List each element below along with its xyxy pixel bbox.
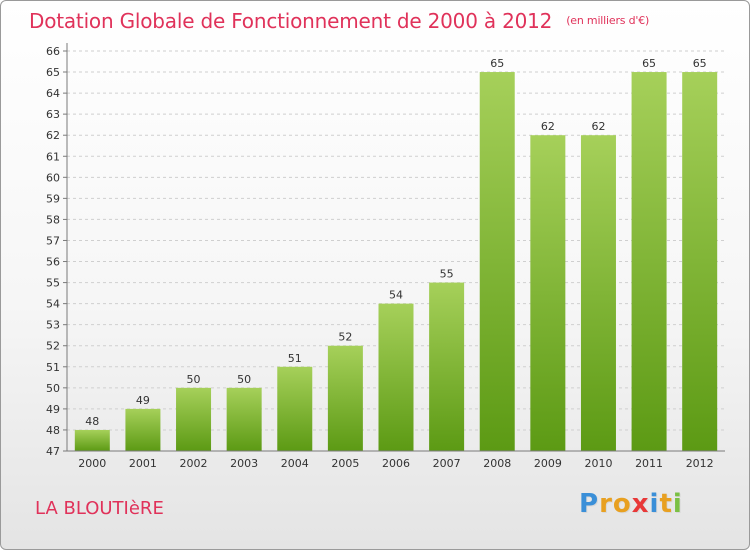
y-tick-label: 50 xyxy=(46,382,60,395)
proxiti-logo: Proxiti xyxy=(579,489,683,519)
y-tick-label: 54 xyxy=(46,298,60,311)
y-tick-label: 47 xyxy=(46,445,60,458)
logo-letter: P xyxy=(579,489,600,519)
chart-title: Dotation Globale de Fonctionnement de 20… xyxy=(29,9,649,33)
y-tick-label: 57 xyxy=(46,234,60,247)
data-label-2006: 54 xyxy=(389,289,403,302)
axes xyxy=(66,43,725,452)
x-tick-label-2007: 2007 xyxy=(433,457,461,470)
y-tick-label: 51 xyxy=(46,361,60,374)
bar-2008 xyxy=(479,72,515,451)
x-tick-label-2000: 2000 xyxy=(78,457,106,470)
commune-name: LA BLOUTIèRE xyxy=(35,498,164,519)
x-tick-label-2001: 2001 xyxy=(129,457,157,470)
x-tick-label-2009: 2009 xyxy=(534,457,562,470)
bar-2004 xyxy=(277,366,313,451)
bar-2001 xyxy=(125,408,161,451)
y-tick-label: 63 xyxy=(46,108,60,121)
y-tick-label: 56 xyxy=(46,256,60,269)
y-tick-label: 59 xyxy=(46,192,60,205)
y-tick-label: 61 xyxy=(46,150,60,163)
logo-letter: i xyxy=(649,489,660,519)
logo-letter: t xyxy=(659,489,673,519)
y-tick-label: 55 xyxy=(46,277,60,290)
x-tick-label-2012: 2012 xyxy=(686,457,714,470)
data-label-2003: 50 xyxy=(237,373,251,386)
x-tick-label-2003: 2003 xyxy=(230,457,258,470)
bar-2003 xyxy=(226,387,262,451)
x-tick-label-2006: 2006 xyxy=(382,457,410,470)
x-tick-label-2004: 2004 xyxy=(281,457,309,470)
bar-2007 xyxy=(429,282,465,451)
bars: 48 49 50 50 51 52 54 55 65 62 62 65 65 xyxy=(74,57,718,452)
logo-letter: r xyxy=(599,489,613,519)
x-tick-label-2011: 2011 xyxy=(635,457,663,470)
y-tick-label: 62 xyxy=(46,129,60,142)
y-axis-ticks: 47 48 49 50 51 52 53 54 55 56 57 58 59 60 61 62 63 64 65 66 xyxy=(46,45,67,458)
data-label-2010: 62 xyxy=(591,120,605,133)
y-tick-label: 49 xyxy=(46,403,60,416)
data-label-2007: 55 xyxy=(440,268,454,281)
bar-2009 xyxy=(530,135,566,452)
data-label-2011: 65 xyxy=(642,57,656,70)
data-label-2005: 52 xyxy=(338,331,352,344)
chart-title-text: Dotation Globale de Fonctionnement de 20… xyxy=(29,9,553,33)
data-label-2012: 65 xyxy=(693,57,707,70)
x-tick-label-2002: 2002 xyxy=(180,457,208,470)
y-tick-label: 48 xyxy=(46,424,60,437)
data-label-2009: 62 xyxy=(541,120,555,133)
data-label-2000: 48 xyxy=(85,415,99,428)
bar-2012 xyxy=(682,72,718,451)
bar-2006 xyxy=(378,303,414,451)
logo-letter: i xyxy=(672,489,683,519)
y-tick-label: 53 xyxy=(46,319,60,332)
y-tick-label: 64 xyxy=(46,87,60,100)
x-tick-label-2005: 2005 xyxy=(331,457,359,470)
chart-subtitle: (en milliers d'€) xyxy=(566,14,650,27)
bar-2011 xyxy=(631,72,667,451)
data-label-2008: 65 xyxy=(490,57,504,70)
x-tick-label-2010: 2010 xyxy=(584,457,612,470)
data-label-2004: 51 xyxy=(288,352,302,365)
x-tick-label-2008: 2008 xyxy=(483,457,511,470)
data-label-2001: 49 xyxy=(136,394,150,407)
y-tick-label: 52 xyxy=(46,340,60,353)
logo-letter: x xyxy=(631,489,650,519)
bar-2005 xyxy=(327,345,363,451)
bar-2000 xyxy=(74,429,110,451)
logo-letter: o xyxy=(612,489,632,519)
bar-2010 xyxy=(580,135,616,452)
y-tick-label: 66 xyxy=(46,45,60,58)
x-axis-ticks: 2000 2001 2002 2003 2004 2005 2006 2007 2008 2009… xyxy=(78,457,713,470)
y-tick-label: 65 xyxy=(46,66,60,79)
y-tick-label: 60 xyxy=(46,171,60,184)
bar-2002 xyxy=(176,387,212,451)
data-label-2002: 50 xyxy=(187,373,201,386)
y-tick-label: 58 xyxy=(46,213,60,226)
